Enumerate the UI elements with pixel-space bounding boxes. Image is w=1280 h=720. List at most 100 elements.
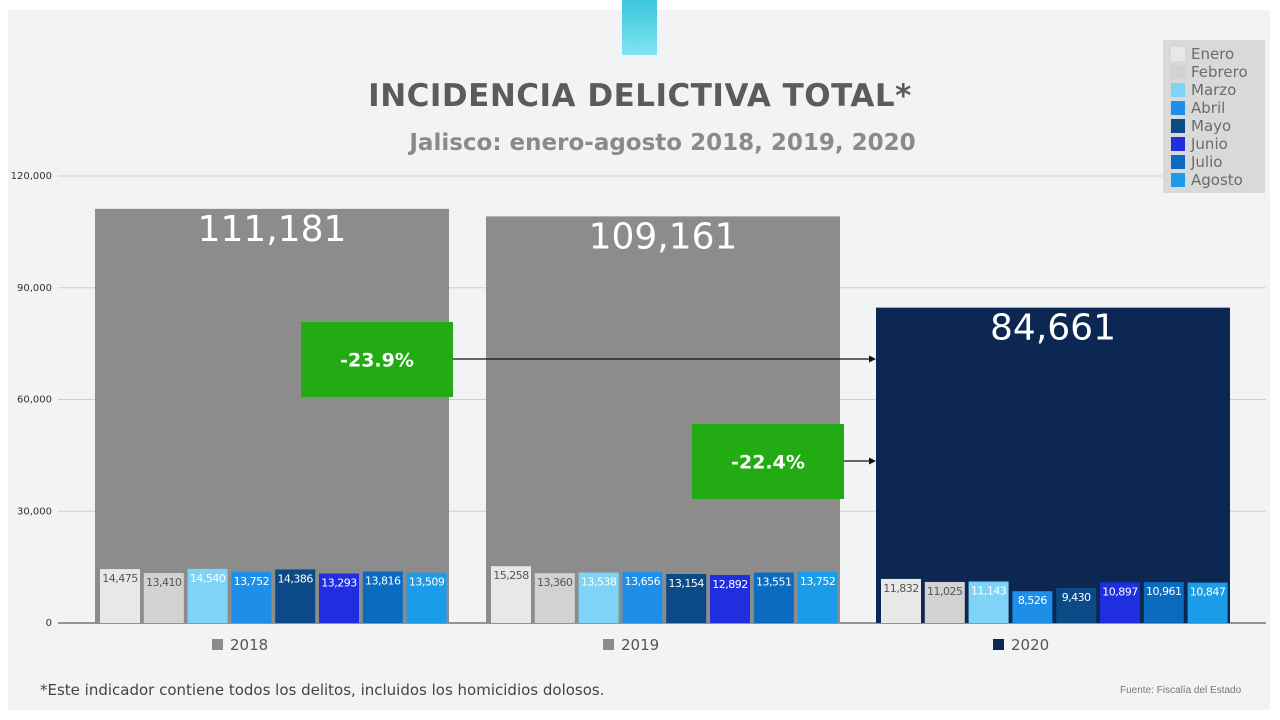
legend-label: Febrero (1191, 63, 1248, 81)
month-value-label: 13,752 (800, 575, 836, 588)
month-bar-2018-junio (319, 573, 359, 623)
month-value-label: 13,293 (321, 576, 357, 589)
month-value-label: 10,847 (1190, 586, 1226, 599)
month-value-label: 13,538 (581, 576, 617, 589)
month-value-label: 12,892 (712, 578, 748, 591)
y-tick-label: 30,000 (17, 506, 52, 517)
month-bar-2019-junio (710, 574, 750, 623)
footnote: *Este indicador contiene todos los delit… (40, 681, 605, 699)
month-bar-2019-julio (753, 572, 794, 623)
month-value-label: 9,430 (1062, 591, 1091, 604)
month-value-label: 11,832 (883, 582, 919, 595)
total-label-2019: 109,161 (589, 216, 738, 257)
legend: Enero Febrero Marzo Abril Mayo Junio Julio Agos… (1163, 40, 1265, 193)
month-bar-2020-enero (881, 578, 921, 623)
legend-item-julio: Julio (1163, 153, 1265, 171)
month-value-label: 11,025 (927, 585, 963, 598)
month-bar-2020-febrero (924, 581, 965, 623)
arrow-head-icon (869, 457, 876, 465)
month-bar-2019-agosto (797, 571, 838, 623)
month-bar-2018-mayo (275, 569, 316, 623)
month-value-label: 10,961 (1146, 585, 1182, 598)
total-label-2020: 84,661 (990, 308, 1116, 349)
month-bar-2019-abril (622, 572, 663, 623)
legend-swatch (1171, 173, 1185, 187)
legend-swatch (1171, 119, 1185, 133)
legend-label: Mayo (1191, 117, 1232, 135)
arrow-head-icon (869, 355, 876, 363)
legend-label: Enero (1191, 45, 1235, 63)
legend-item-mayo: Mayo (1163, 117, 1265, 135)
legend-label: Marzo (1191, 81, 1237, 99)
month-value-label: 10,897 (1102, 585, 1138, 598)
legend-label: Julio (1191, 153, 1223, 171)
month-value-label: 15,258 (493, 569, 529, 582)
total-bar-2019 (486, 216, 840, 623)
change-label: -23.9% (340, 350, 414, 372)
legend-item-abril: Abril (1163, 99, 1265, 117)
month-value-label: 14,475 (102, 572, 138, 585)
chart-subtitle: Jalisco: enero-agosto 2018, 2019, 2020 (409, 130, 916, 156)
total-label-2018: 111,181 (198, 209, 347, 250)
legend-label: Abril (1191, 99, 1226, 117)
month-bar-2019-marzo (578, 572, 619, 623)
top-accent-tab (622, 0, 657, 55)
category-swatch (993, 639, 1004, 650)
month-value-label: 13,410 (146, 576, 182, 589)
legend-item-agosto: Agosto (1163, 171, 1265, 189)
month-bar-2018-agosto (406, 572, 447, 623)
month-value-label: 8,526 (1018, 594, 1047, 607)
month-value-label: 13,816 (365, 575, 401, 588)
legend-swatch (1171, 137, 1185, 151)
category-swatch (603, 639, 614, 650)
month-value-label: 11,143 (971, 584, 1007, 597)
y-tick-label: 120,000 (11, 171, 52, 182)
category-label: 2018 (230, 636, 268, 654)
y-tick-label: 90,000 (17, 283, 52, 294)
month-bar-2018-marzo (187, 568, 228, 623)
month-value-label: 14,540 (190, 572, 226, 585)
chart-title: INCIDENCIA DELICTIVA TOTAL* (368, 78, 912, 114)
month-value-label: 13,360 (537, 576, 573, 589)
month-bar-2019-enero (491, 566, 531, 623)
legend-item-febrero: Febrero (1163, 63, 1265, 81)
source-note: Fuente: Fiscalía del Estado (1120, 685, 1242, 696)
month-bar-2020-abril (1012, 591, 1053, 623)
month-value-label: 14,386 (277, 572, 313, 585)
month-bar-2020-agosto (1187, 582, 1228, 623)
change-label: -22.4% (731, 452, 805, 474)
month-value-label: 13,656 (625, 575, 661, 588)
month-value-label: 13,509 (409, 576, 445, 589)
month-bar-2020-julio (1143, 582, 1184, 623)
month-value-label: 13,154 (668, 577, 704, 590)
legend-label: Agosto (1191, 171, 1243, 189)
category-label: 2019 (621, 636, 659, 654)
month-bar-2020-junio (1100, 582, 1140, 623)
legend-swatch (1171, 101, 1185, 115)
month-value-label: 13,752 (234, 575, 270, 588)
month-value-label: 13,551 (756, 576, 792, 589)
y-tick-label: 0 (46, 618, 52, 629)
month-bar-2018-julio (362, 571, 403, 623)
legend-item-marzo: Marzo (1163, 81, 1265, 99)
legend-label: Junio (1191, 135, 1228, 153)
legend-swatch (1171, 47, 1185, 61)
legend-item-junio: Junio (1163, 135, 1265, 153)
month-bar-2019-febrero (534, 573, 575, 623)
total-bar-2020 (876, 307, 1230, 623)
y-tick-label: 60,000 (17, 395, 52, 406)
category-label: 2020 (1011, 636, 1049, 654)
month-bar-2018-abril (231, 571, 272, 623)
change-box (692, 424, 844, 499)
month-bar-2018-enero (100, 569, 140, 623)
legend-swatch (1171, 155, 1185, 169)
change-box (301, 322, 453, 397)
month-bar-2020-mayo (1056, 587, 1097, 623)
legend-swatch (1171, 65, 1185, 79)
month-bar-2020-marzo (968, 581, 1009, 623)
month-bar-2019-mayo (666, 574, 707, 623)
legend-swatch (1171, 83, 1185, 97)
legend-item-enero: Enero (1163, 45, 1265, 63)
month-bar-2018-febrero (143, 573, 184, 623)
